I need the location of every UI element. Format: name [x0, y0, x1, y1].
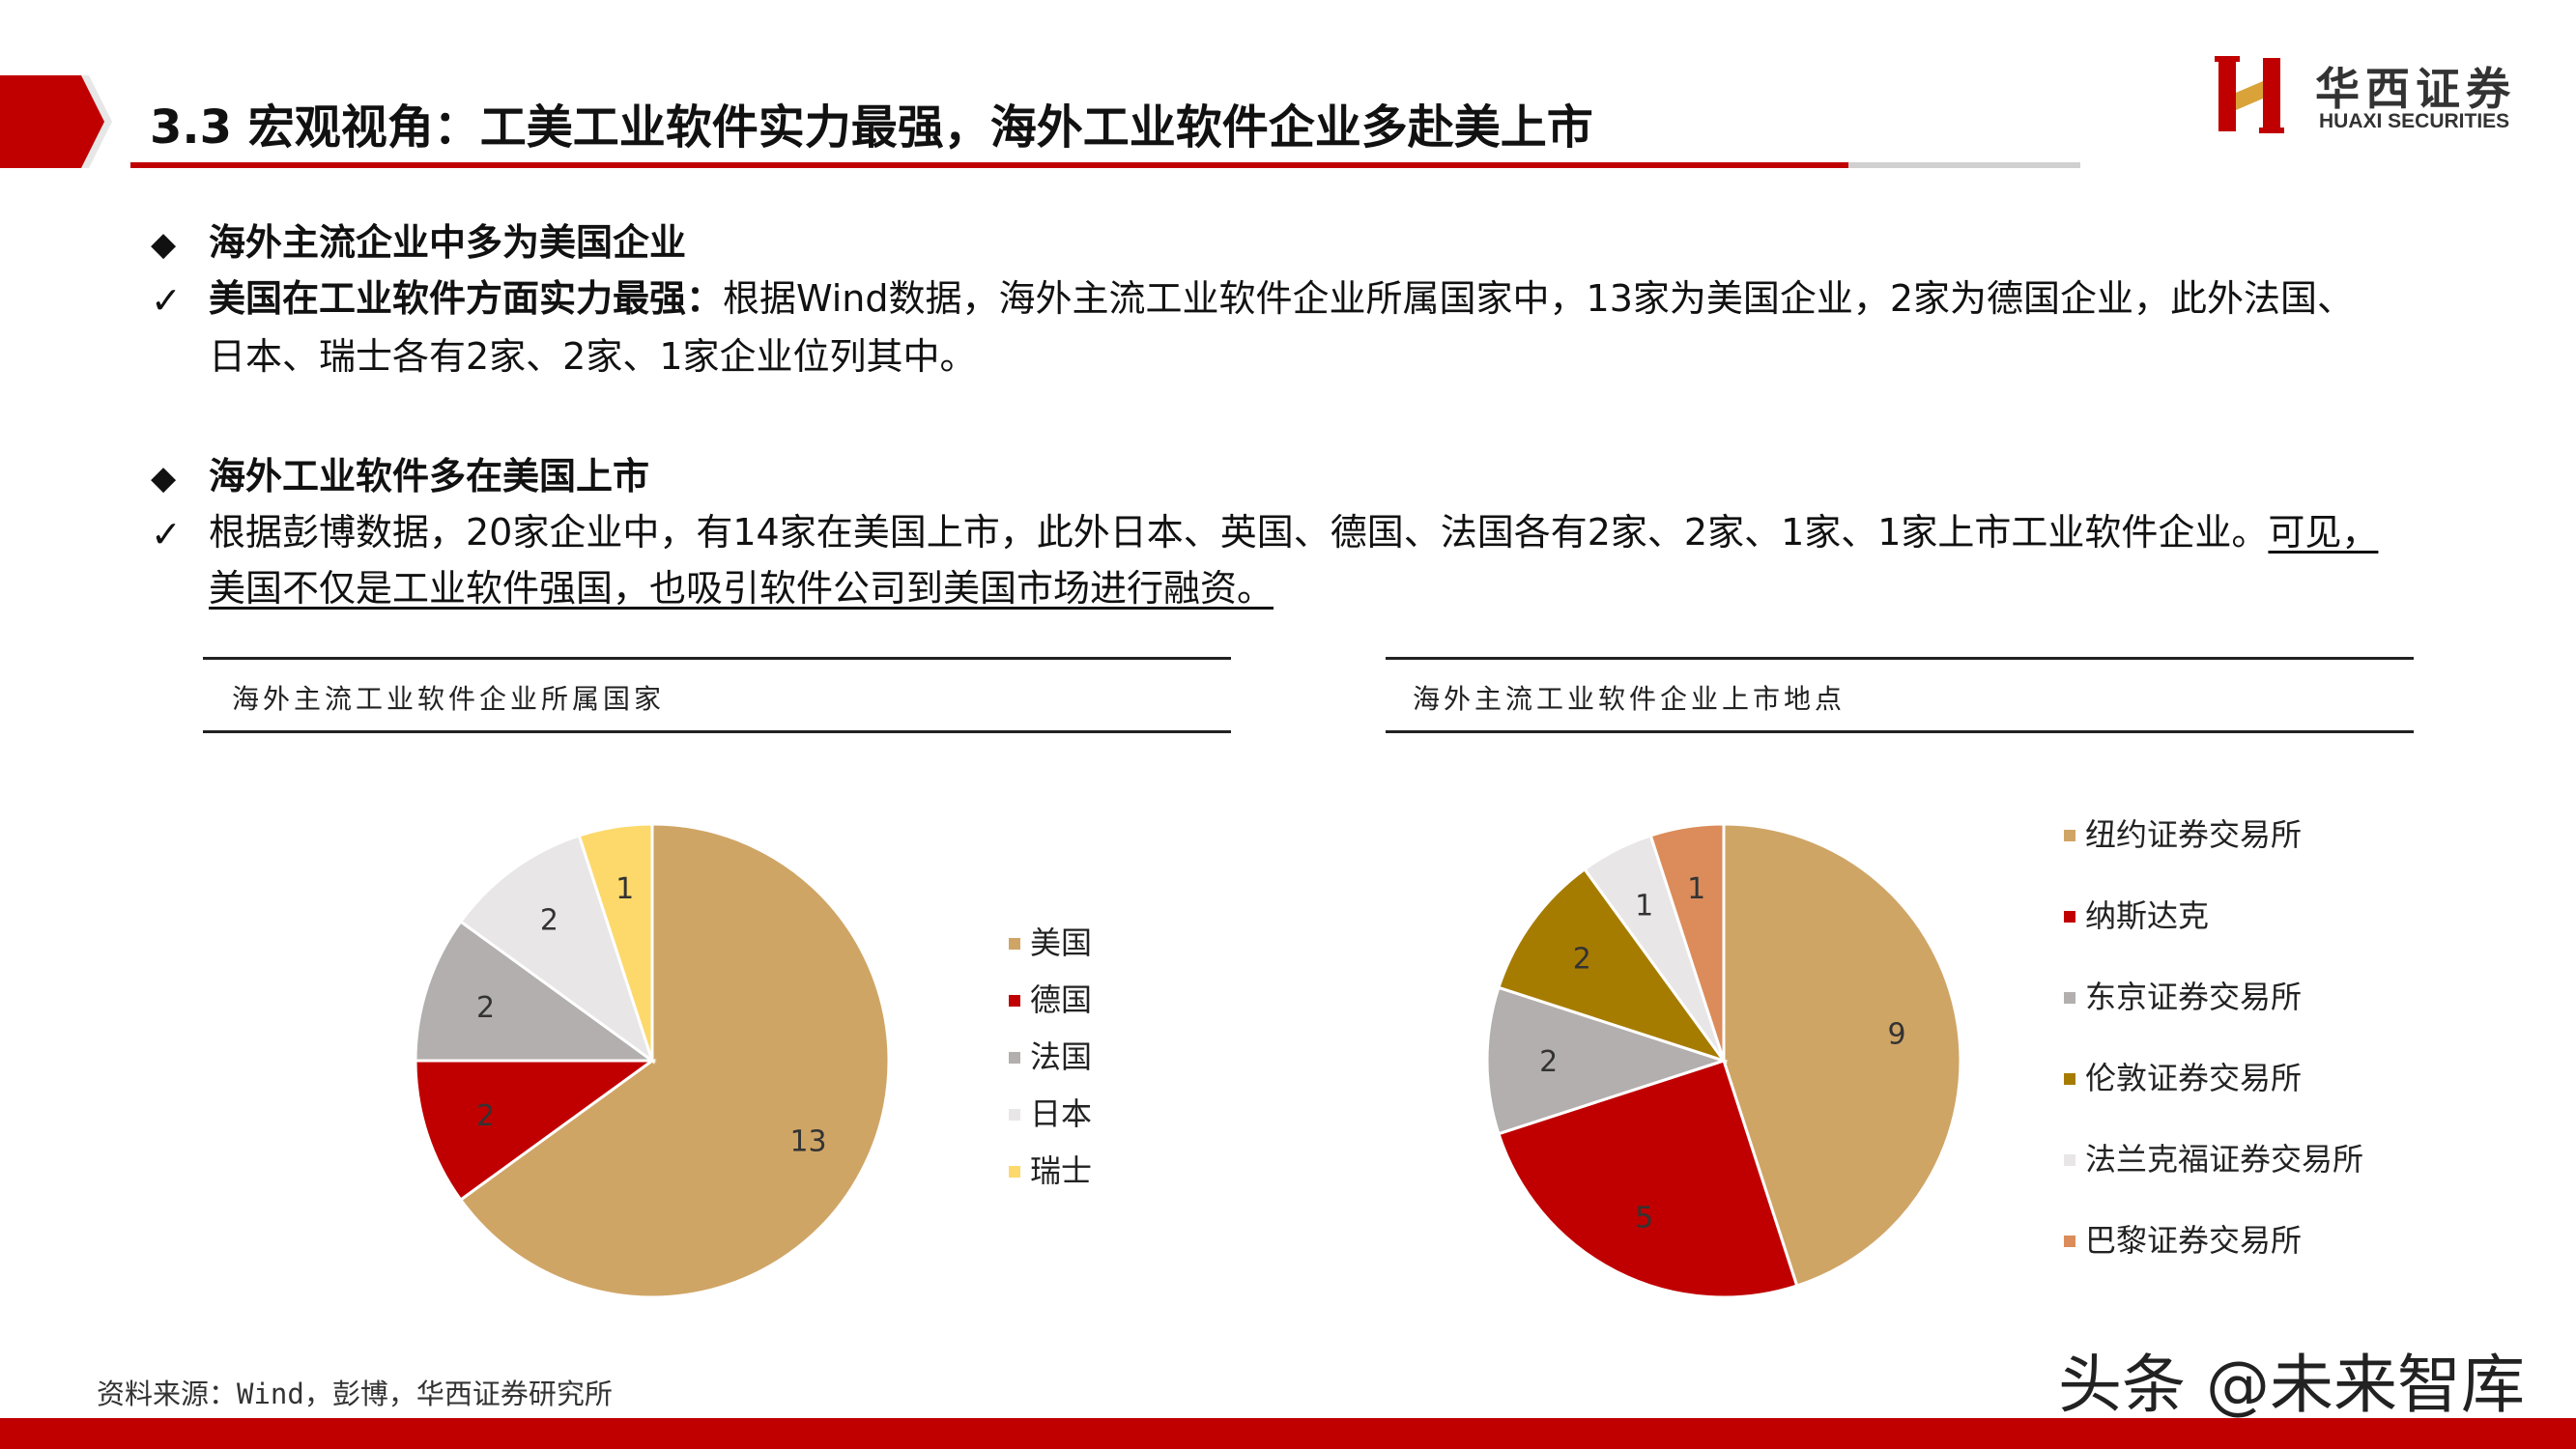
chart1-bottom-rule [203, 730, 1231, 733]
legend-swatch [2064, 1236, 2075, 1247]
chart2-title: 海外主流工业软件企业上市地点 [1413, 683, 1846, 715]
logo-text-cn: 华西证券 [2315, 63, 2516, 115]
legend-item: 美国 [1009, 922, 1260, 964]
chart2-top-rule [1386, 657, 2414, 660]
section1-point-text: 根据Wind数据，海外主流工业软件企业所属国家中，13家为美国企业，2家为德国企… [723, 277, 2355, 320]
legend-swatch [2064, 1154, 2075, 1166]
legend-label: 巴黎证券交易所 [2085, 1222, 2303, 1259]
title-underline-gray [1848, 162, 2080, 168]
legend-item: 瑞士 [1009, 1150, 1260, 1192]
logo-text-en: HUAXI SECURITIES [2319, 110, 2510, 132]
legend-swatch [2064, 830, 2075, 841]
legend-label: 纳斯达克 [2085, 897, 2210, 934]
checkmark-icon: ✓ [151, 513, 182, 555]
pie-data-label: 9 [1888, 1018, 1906, 1052]
section2-point-cont: 美国不仅是工业软件强国，也吸引软件公司到美国市场进行融资。 [209, 567, 1274, 610]
legend-item: 日本 [1009, 1093, 1260, 1135]
pie-slice-4 [1497, 867, 1728, 1064]
legend-label: 伦敦证券交易所 [2085, 1060, 2303, 1096]
pie-slice-6 [1648, 822, 1726, 1062]
pie-data-label: 2 [540, 903, 558, 937]
pie-data-label: 2 [476, 991, 495, 1025]
diamond-bullet-icon: ◆ [151, 225, 177, 264]
section2-heading: 海外工业软件多在美国上市 [209, 455, 650, 497]
legend-item: 德国 [1009, 979, 1260, 1021]
diamond-bullet-icon: ◆ [151, 459, 177, 497]
legend-label: 东京证券交易所 [2085, 979, 2303, 1015]
pie-data-label: 13 [789, 1124, 826, 1158]
header-accent-bar [0, 75, 89, 168]
section1-point-bold: 美国在工业软件方面实力最强： [209, 277, 724, 320]
pie-slice-2 [1497, 1059, 1799, 1299]
section1-heading: 海外主流企业中多为美国企业 [209, 221, 687, 264]
page-title: 3.3 宏观视角：工美工业软件实力最强，海外工业软件企业多赴美上市 [150, 100, 1593, 155]
legend-item: 巴黎证券交易所 [2064, 1219, 2392, 1262]
pie-slice-2 [414, 1059, 657, 1203]
section1-point: 美国在工业软件方面实力最强：根据Wind数据，海外主流工业软件企业所属国家中，1… [209, 270, 2354, 327]
legend-label: 法国 [1030, 1038, 1093, 1075]
legend-swatch [1009, 938, 1020, 950]
section2-point-text: 根据彭博数据，20家企业中，有14家在美国上市，此外日本、英国、德国、法国各有2… [209, 511, 2269, 554]
pie-slice-4 [458, 834, 655, 1065]
watermark-text: 头条 @未来智库 [2058, 1348, 2525, 1422]
legend-label: 法兰克福证券交易所 [2085, 1141, 2364, 1178]
legend-item: 纳斯达克 [2064, 895, 2392, 937]
huaxi-logo-icon [2215, 56, 2284, 133]
checkmark-icon: ✓ [151, 279, 182, 322]
legend-swatch [1009, 995, 1020, 1007]
legend-swatch [1009, 1052, 1020, 1064]
chevron-right-icon [75, 75, 112, 168]
chart1-legend: 美国德国法国日本瑞士 [1009, 922, 1260, 1207]
section2-point: 根据彭博数据，20家企业中，有14家在美国上市，此外日本、英国、德国、法国各有2… [209, 504, 2378, 560]
pie-slice-1 [1722, 822, 1962, 1288]
pie-data-label: 1 [1687, 872, 1705, 906]
footer-bar [0, 1418, 2576, 1449]
pie-data-label: 2 [1573, 942, 1591, 976]
legend-swatch [2064, 1073, 2075, 1085]
pie-slice-1 [458, 822, 891, 1299]
chart1-title: 海外主流工业软件企业所属国家 [232, 683, 666, 715]
legend-label: 美国 [1030, 924, 1093, 961]
title-underline [130, 162, 1848, 168]
legend-item: 东京证券交易所 [2064, 976, 2392, 1018]
legend-swatch [2064, 992, 2075, 1004]
section1-point-cont: 日本、瑞士各有2家、2家、1家企业位列其中。 [209, 335, 977, 378]
legend-item: 伦敦证券交易所 [2064, 1057, 2392, 1099]
legend-swatch [1009, 1109, 1020, 1121]
legend-label: 德国 [1030, 981, 1093, 1018]
pie-data-label: 2 [1539, 1045, 1558, 1079]
pie-data-label: 2 [476, 1099, 495, 1133]
pie-data-label: 5 [1635, 1202, 1653, 1236]
legend-swatch [1009, 1166, 1020, 1178]
chart2-bottom-rule [1386, 730, 2414, 733]
legend-item: 法国 [1009, 1036, 1260, 1078]
legend-label: 日本 [1030, 1095, 1093, 1132]
section2-point-underlined: 可见， [2268, 511, 2379, 554]
legend-label: 纽约证券交易所 [2085, 816, 2303, 853]
legend-item: 法兰克福证券交易所 [2064, 1138, 2392, 1180]
pie-slice-3 [1485, 985, 1729, 1136]
pie-data-label: 1 [615, 872, 634, 906]
legend-swatch [2064, 911, 2075, 923]
chart1-pie: 13 2 2 2 1 [414, 822, 891, 1299]
source-note: 资料来源：Wind，彭博，华西证券研究所 [97, 1378, 613, 1410]
pie-slice-5 [577, 822, 654, 1062]
chart2-pie: 9 5 2 2 11 [1485, 822, 1962, 1299]
chart1-top-rule [203, 657, 1231, 660]
legend-label: 瑞士 [1030, 1152, 1093, 1189]
pie-data-label: 1 [1635, 889, 1653, 923]
pie-slice-3 [414, 919, 657, 1063]
legend-item: 纽约证券交易所 [2064, 813, 2392, 856]
chart2-legend: 纽约证券交易所 纳斯达克东京证券交易所 伦敦证券交易所法兰克福证券交易所 巴黎证券交易… [2064, 813, 2392, 1300]
